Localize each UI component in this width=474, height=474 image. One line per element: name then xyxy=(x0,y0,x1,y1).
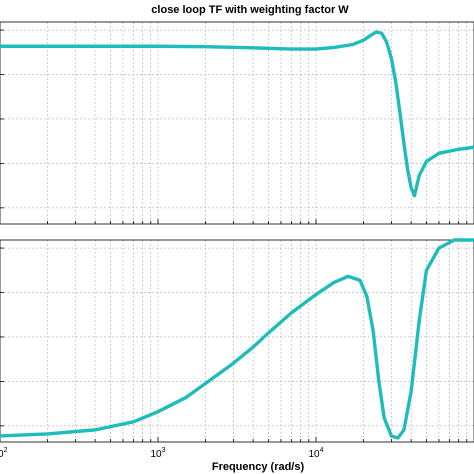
x-tick-label: 104 xyxy=(308,447,323,460)
magnitude-grid xyxy=(0,22,474,224)
chart-title: close loop TF with weighting factor W xyxy=(151,4,349,16)
x-tick-label: 103 xyxy=(150,447,165,460)
phase-axes-box xyxy=(0,239,474,443)
magnitude-series-line xyxy=(0,30,474,198)
magnitude-panel xyxy=(0,21,474,225)
phase-series-line xyxy=(0,238,474,440)
phase-ticks xyxy=(0,247,468,442)
phase-grid xyxy=(0,240,474,442)
x-axis-label: Frequency (rad/s) xyxy=(212,461,305,473)
magnitude-series xyxy=(0,30,474,198)
magnitude-axes-box xyxy=(0,21,474,225)
phase-panel xyxy=(0,238,474,443)
x-tick-labels: 102 103 104 xyxy=(0,447,324,460)
x-tick-label: 102 xyxy=(0,447,8,460)
phase-series xyxy=(0,238,474,440)
magnitude-ticks xyxy=(0,29,468,224)
